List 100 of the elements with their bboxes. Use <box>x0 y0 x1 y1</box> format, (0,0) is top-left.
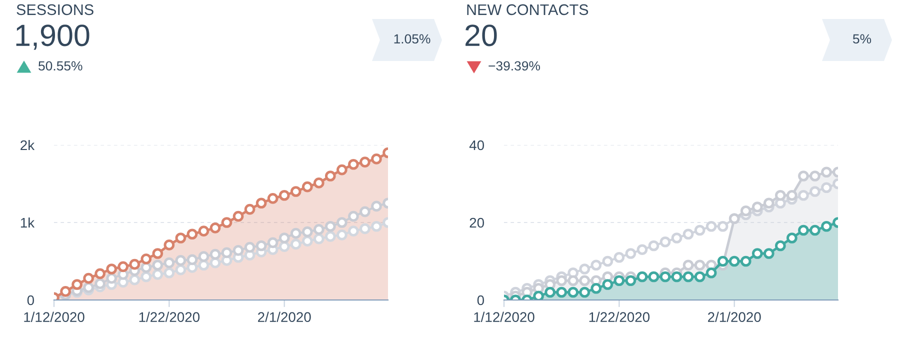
point <box>371 154 382 164</box>
x-tick-label: 2/1/2020 <box>708 312 761 322</box>
point <box>210 222 221 234</box>
point <box>614 252 625 263</box>
point <box>636 244 648 256</box>
point <box>210 257 221 268</box>
text: −39.39% <box>488 61 540 71</box>
point <box>175 255 186 266</box>
point <box>728 256 740 267</box>
point <box>568 286 579 298</box>
point <box>244 204 256 215</box>
y-tick-label: 0 <box>27 295 34 306</box>
point <box>671 271 682 282</box>
point <box>267 237 278 248</box>
point <box>313 224 324 235</box>
point <box>706 220 717 232</box>
point <box>152 260 164 271</box>
point <box>232 244 244 256</box>
point <box>810 186 820 197</box>
point <box>568 275 579 286</box>
point <box>256 240 267 252</box>
point <box>221 217 232 228</box>
point <box>786 190 798 201</box>
point <box>106 264 118 274</box>
point <box>579 275 590 286</box>
text: 50.55% <box>38 61 82 71</box>
y-tick-label: 40 <box>469 140 484 150</box>
point <box>336 217 348 228</box>
point <box>348 210 359 222</box>
text: 1.05% <box>394 34 430 44</box>
point <box>625 248 636 259</box>
point <box>336 229 348 240</box>
point <box>763 198 774 209</box>
point <box>164 267 175 278</box>
point <box>590 260 602 271</box>
point <box>821 220 832 232</box>
point <box>324 231 336 242</box>
point <box>186 254 198 266</box>
point <box>106 272 118 284</box>
point <box>798 190 809 201</box>
point <box>129 258 140 270</box>
point <box>798 224 809 236</box>
point <box>590 282 602 294</box>
point <box>614 275 625 286</box>
point <box>140 271 152 282</box>
point <box>232 210 244 222</box>
point <box>660 236 671 248</box>
point <box>360 156 370 168</box>
chart-title: SESSIONS <box>16 4 94 16</box>
point <box>556 275 568 286</box>
point <box>267 193 278 204</box>
y-tick-label: 0 <box>477 295 484 306</box>
x-tick-label: 1/22/2020 <box>589 312 650 322</box>
point <box>798 170 809 182</box>
point <box>774 190 786 201</box>
point <box>579 264 590 274</box>
point <box>72 279 82 290</box>
point <box>324 220 336 232</box>
point <box>175 264 186 276</box>
point <box>324 170 336 182</box>
point <box>360 206 370 218</box>
point <box>360 223 370 234</box>
chart-title: NEW CONTACTS <box>467 4 588 16</box>
point <box>83 272 94 284</box>
point <box>660 271 671 282</box>
point <box>94 278 106 290</box>
point <box>717 256 728 267</box>
point <box>140 254 152 264</box>
point <box>602 279 614 290</box>
point <box>186 228 198 240</box>
point <box>694 271 706 282</box>
point <box>774 240 786 252</box>
point <box>198 226 210 236</box>
point <box>256 198 267 209</box>
point <box>244 242 256 253</box>
x-tick-label: 1/12/2020 <box>474 312 534 322</box>
chart-subtitle: 1,900 <box>16 24 90 50</box>
y-tick-label: 20 <box>470 218 484 228</box>
point <box>682 271 694 282</box>
point <box>348 158 359 170</box>
point <box>348 226 359 236</box>
point <box>648 240 660 252</box>
point <box>556 286 568 298</box>
point <box>118 261 129 272</box>
point <box>152 269 164 280</box>
point <box>752 202 763 212</box>
point <box>602 256 614 267</box>
point <box>821 182 832 194</box>
point <box>60 286 71 297</box>
point <box>625 275 636 286</box>
point <box>752 248 763 259</box>
point <box>302 236 313 247</box>
point <box>371 220 382 232</box>
point <box>671 232 682 244</box>
point <box>129 274 140 286</box>
point <box>290 228 302 239</box>
point <box>336 164 348 176</box>
point <box>694 224 706 236</box>
point <box>198 260 210 271</box>
point <box>810 170 820 182</box>
